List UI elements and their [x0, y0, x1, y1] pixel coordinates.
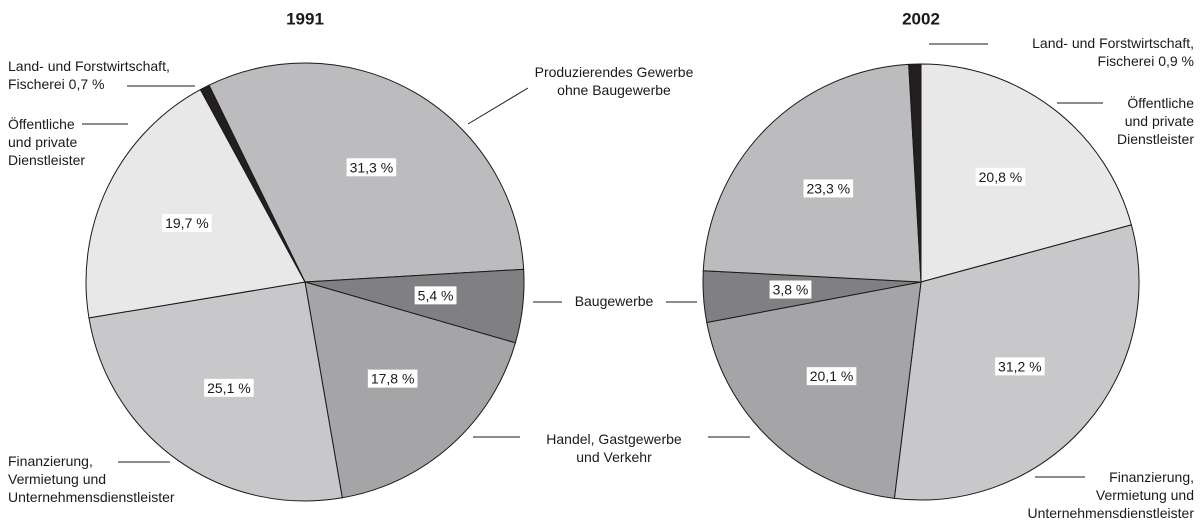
value-label: 20,8 % — [979, 169, 1023, 185]
pie-slice — [706, 281, 922, 499]
value-label: 31,3 % — [350, 159, 394, 175]
category-label-line: Handel, Gastgewerbe — [546, 431, 682, 447]
category-label-line: und private — [8, 134, 77, 150]
pie-slice — [702, 63, 922, 283]
pie-slice — [199, 84, 306, 283]
value-label-bg — [995, 357, 1045, 376]
category-label-line: Fischerei 0,9 % — [1098, 53, 1194, 69]
chart-title: 1991 — [286, 9, 324, 28]
value-label: 5,4 % — [418, 287, 454, 303]
category-label-line: Vermietung und — [8, 471, 106, 487]
value-label-bg — [975, 167, 1026, 186]
leader-line — [467, 87, 529, 125]
category-label: Land- und Forstwirtschaft, Fischerei 0,9 … — [1032, 35, 1194, 69]
value-label: 31,2 % — [998, 358, 1042, 374]
category-label-line: und Verkehr — [576, 449, 652, 465]
value-label: 25,1 % — [207, 380, 251, 396]
value-label: 23,3 % — [806, 180, 850, 196]
category-label-line: Finanzierung, — [8, 453, 93, 469]
pie-slice — [304, 281, 517, 499]
category-label: Handel, Gastgewerbe und Verkehr — [546, 431, 682, 465]
value-label-bg — [162, 214, 212, 233]
category-label: Öffentliche und private Dienstleister — [1117, 94, 1194, 147]
category-label-line: und private — [1125, 113, 1194, 129]
value-label: 3,8 % — [773, 282, 809, 298]
category-label: Finanzierung, Vermietung und Unternehmensd… — [8, 453, 175, 505]
pie-slice — [85, 88, 306, 319]
value-label-bg — [367, 369, 418, 388]
value-label-bg — [806, 367, 857, 386]
category-label-line: Land- und Forstwirtschaft, — [1032, 35, 1194, 51]
value-label-bg — [414, 286, 457, 305]
value-label: 19,7 % — [165, 215, 209, 231]
category-label-line: ohne Baugewerbe — [557, 82, 671, 98]
value-label: 20,1 % — [810, 368, 854, 384]
category-label: Land- und Forstwirtschaft, Fischerei 0,7 … — [8, 58, 170, 92]
chart-title: 2002 — [902, 9, 940, 28]
category-label-line: Produzierendes Gewerbe — [535, 64, 694, 80]
category-label: Baugewerbe — [575, 293, 654, 309]
value-label-bg — [769, 280, 812, 299]
category-label-line: Öffentliche — [1127, 94, 1194, 111]
category-label-line: Dienstleister — [8, 152, 85, 168]
category-label-line: Dienstleister — [1117, 131, 1194, 147]
pie-slice — [908, 63, 922, 283]
value-label: 17,8 % — [371, 371, 415, 387]
category-label-line: Fischerei 0,7 % — [8, 76, 104, 92]
category-label-line: Öffentliche — [8, 115, 75, 132]
category-label-line: Land- und Forstwirtschaft, — [8, 58, 170, 74]
category-label-line: Unternehmensdienstleister — [8, 489, 175, 505]
category-label-line: Unternehmensdienstleister — [1027, 505, 1194, 521]
pie-slice — [920, 63, 1132, 283]
category-label-line: Baugewerbe — [575, 293, 654, 309]
value-label-bg — [346, 158, 397, 177]
category-label-line: Finanzierung, — [1109, 469, 1194, 485]
value-label-bg — [803, 179, 854, 198]
category-label: Öffentliche und private Dienstleister — [8, 115, 85, 168]
category-label-line: Vermietung und — [1096, 487, 1194, 503]
category-label: Finanzierung, Vermietung und Unternehmensd… — [1027, 469, 1194, 521]
value-label-bg — [204, 378, 254, 397]
category-label: Produzierendes Gewerbe ohne Baugewerbe — [535, 64, 694, 98]
